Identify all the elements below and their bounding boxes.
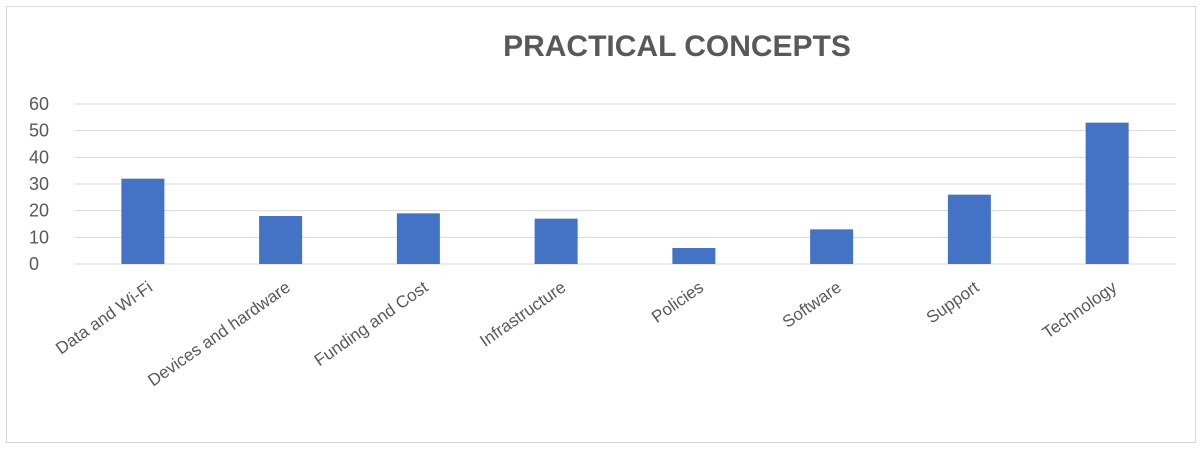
chart-frame bbox=[6, 6, 1196, 443]
bar-data-and-wi-fi bbox=[121, 178, 165, 264]
bar-support bbox=[947, 194, 991, 264]
y-tick-label: 40 bbox=[29, 147, 49, 167]
y-axis-ticks: 0 10 20 30 40 50 60 bbox=[29, 94, 49, 274]
x-tick-label: Policies bbox=[648, 278, 707, 327]
y-tick-label: 50 bbox=[29, 121, 49, 141]
y-tick-label: 60 bbox=[29, 94, 49, 114]
x-tick-label: Support bbox=[923, 277, 983, 327]
bar-software bbox=[810, 229, 854, 264]
y-tick-label: 30 bbox=[29, 174, 49, 194]
x-tick-label: Infrastructure bbox=[476, 278, 569, 351]
y-tick-label: 0 bbox=[29, 254, 39, 274]
bar-infrastructure bbox=[534, 218, 578, 264]
bar-policies bbox=[672, 248, 716, 264]
chart-title: PRACTICAL CONCEPTS bbox=[503, 30, 851, 63]
x-tick-label: Funding and Cost bbox=[311, 277, 432, 370]
x-tick-label: Devices and hardware bbox=[144, 278, 293, 391]
gridlines bbox=[74, 103, 1176, 265]
bar-technology bbox=[1085, 122, 1129, 265]
bar-funding-and-cost bbox=[396, 213, 440, 264]
bar-devices-and-hardware bbox=[259, 216, 303, 264]
x-tick-label: Software bbox=[779, 278, 845, 332]
bars bbox=[121, 122, 1129, 265]
y-tick-label: 10 bbox=[29, 227, 49, 247]
x-tick-label: Technology bbox=[1039, 277, 1121, 342]
y-tick-label: 20 bbox=[29, 201, 49, 221]
x-tick-label: Data and Wi-Fi bbox=[52, 278, 156, 359]
